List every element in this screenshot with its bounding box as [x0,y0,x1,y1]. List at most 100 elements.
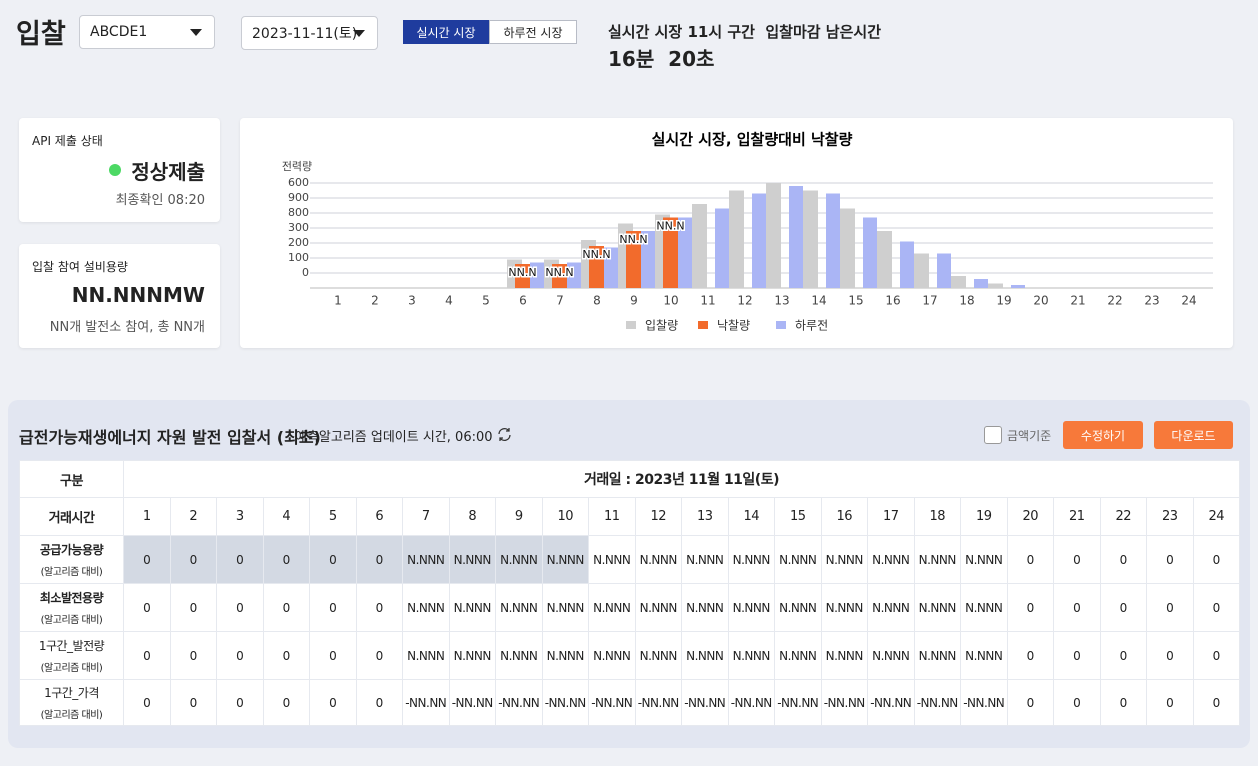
value-cell: 0 [1146,583,1194,632]
value-cell: -NN.NN [681,679,729,726]
value-cell: 0 [1192,631,1240,680]
value-cell: 0 [169,583,217,632]
value-cell: 0 [216,631,264,680]
hour-cell: 10 [541,497,589,536]
value-cell: 0 [1146,679,1194,726]
card-label: 입찰 참여 설비용량 [32,260,128,274]
value-cell: -NN.NN [820,679,868,726]
value-cell: 0 [1099,535,1147,584]
bar [530,262,544,288]
value-cell: N.NNN [774,535,822,584]
hour-cell: 17 [867,497,915,536]
value-cell: 0 [1006,583,1054,632]
date-select[interactable]: 2023-11-11(토) [241,16,378,50]
row-label: 공급가능용량 [39,543,104,557]
value-cell: N.NNN [588,583,636,632]
y-tick-label: 600 [288,176,309,189]
bar [692,204,707,288]
refresh-icon[interactable] [496,426,513,443]
value-cell: -NN.NN [727,679,775,726]
value-cell: N.NNN [541,535,589,584]
header-cell: 거래시간 [19,497,124,536]
x-tick-label: 16 [885,294,900,308]
value-cell: N.NNN [727,535,775,584]
countdown-label: 실시간 시장 11시 구간 입찰마감 남은시간 [608,23,882,41]
date-header: 거래일 : 2023년 11월 11일(토) [123,460,1240,498]
y-tick-label: 800 [288,206,309,219]
hour-cell: 21 [1053,497,1101,536]
value-cell: 0 [355,679,403,726]
value-cell: N.NNN [913,583,961,632]
data-row: 1구간_가격 (알고리즘 대비) 0 0 0 0 0 0 -NN.NN -NN.NN -NN.NN -… [19,679,1240,726]
tab-realtime[interactable]: 실시간 시장 [403,20,489,44]
x-tick-label: 11 [700,294,715,308]
value-cell: 0 [1146,535,1194,584]
tab-dayahead[interactable]: 하루전 시장 [489,20,577,44]
bar [877,231,892,288]
x-tick-label: 23 [1144,294,1159,308]
value-cell: 0 [309,631,357,680]
x-tick-label: 17 [922,294,937,308]
value-cell: N.NNN [402,631,450,680]
value-cell: 0 [1192,583,1240,632]
bar [515,264,530,288]
x-tick-label: 3 [408,294,416,308]
value-cell: 0 [123,535,171,584]
value-cell: N.NNN [588,535,636,584]
x-tick-label: 9 [630,294,638,308]
value-cell: 0 [123,631,171,680]
y-tick-label: 300 [288,221,309,234]
chart-title: 실시간 시장, 입찰량대비 낙찰량 [652,131,853,149]
bar [729,190,744,288]
value-cell: 0 [1146,631,1194,680]
bar [789,186,803,288]
edit-button[interactable]: 수정하기 [1063,421,1143,449]
y-tick-label: 100 [288,251,309,264]
value-cell: -NN.NN [774,679,822,726]
value-cell: N.NNN [448,583,496,632]
data-row: 최소발전용량 (알고리즘 대비) 0 0 0 0 0 0 N.NNN N.NNN N.NNN N.NN… [19,583,1240,632]
bar [766,183,781,288]
value-cell: N.NNN [681,631,729,680]
row-label: 최소발전용량 [39,591,104,605]
value-cell: N.NNN [681,583,729,632]
x-tick-label: 2 [371,294,379,308]
value-cell: -NN.NN [495,679,543,726]
value-cell: -NN.NN [588,679,636,726]
value-cell: 0 [309,535,357,584]
y-tick-label: 200 [288,236,309,249]
value-cell: 0 [216,679,264,726]
value-cell: 0 [309,679,357,726]
amount-checkbox[interactable] [984,426,1002,444]
bar [988,283,1003,288]
row-label: 1구간_가격 [44,686,99,700]
value-cell: 0 [1099,631,1147,680]
value-cell: N.NNN [820,535,868,584]
value-cell: 0 [1099,679,1147,726]
resource-select[interactable]: ABCDE1 [79,15,215,49]
value-cell: 0 [216,583,264,632]
value-cell: 0 [123,583,171,632]
select-value: ABCDE1 [90,24,148,40]
hour-cell: 14 [727,497,775,536]
bar [641,231,655,288]
value-cell: -NN.NN [913,679,961,726]
value-cell: 0 [1053,631,1101,680]
bar [826,193,840,288]
value-label: NN.N [508,266,536,279]
api-checked: 최종확인 08:20 [115,193,205,208]
bar [914,253,929,288]
hour-cell: 7 [402,497,450,536]
value-cell: 0 [169,679,217,726]
download-button[interactable]: 다운로드 [1154,421,1233,449]
capacity-value: NN.NNNMW [71,283,205,307]
x-tick-label: 22 [1107,294,1122,308]
legend-swatch [698,321,708,329]
dropdown-arrow [190,29,202,36]
bar [863,217,877,288]
hour-cell: 22 [1099,497,1147,536]
chart: 실시간 시장, 입찰량대비 낙찰량 전력량 600900800300200100… [282,131,1213,333]
legend-label: 하루전 [795,319,828,333]
value-cell: N.NNN [774,583,822,632]
